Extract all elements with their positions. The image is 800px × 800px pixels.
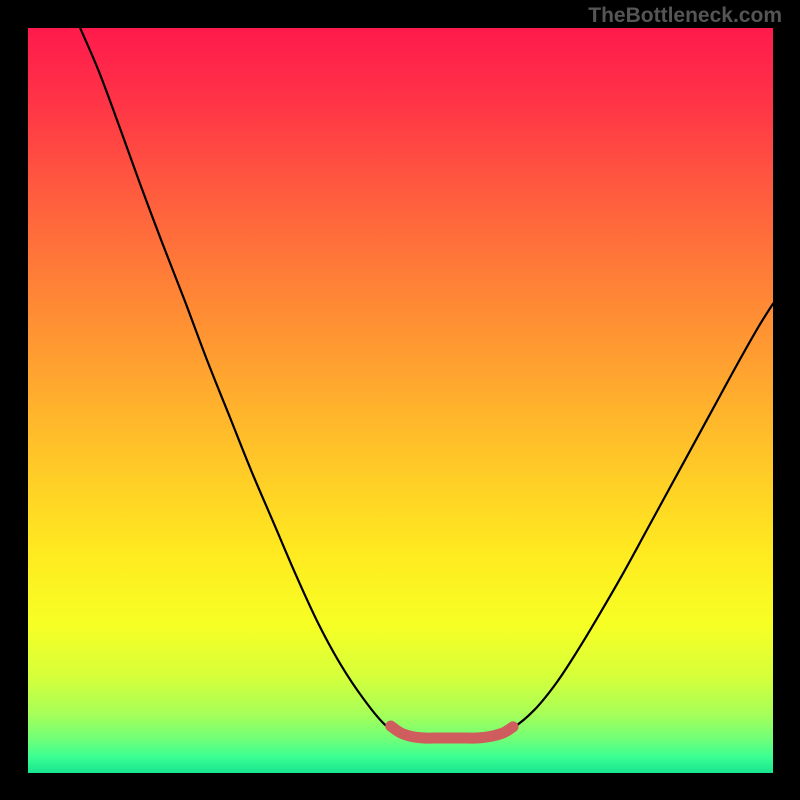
- highlight-segment: [391, 726, 513, 738]
- curve-layer: [28, 28, 773, 773]
- chart-canvas: TheBottleneck.com: [0, 0, 800, 800]
- plot-area: [28, 28, 773, 773]
- bottleneck-curve: [80, 28, 773, 738]
- watermark-text: TheBottleneck.com: [588, 4, 782, 28]
